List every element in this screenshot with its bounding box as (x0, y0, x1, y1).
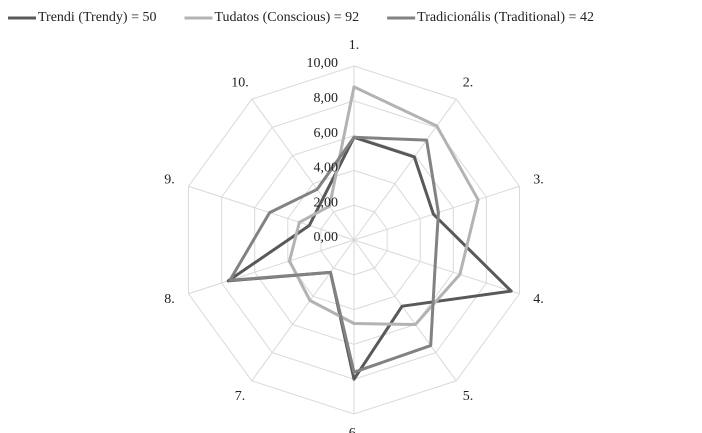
legend-label: Tradicionális (Traditional) = 42 (417, 10, 594, 25)
legend-item: Tradicionális (Traditional) = 42 (387, 10, 594, 25)
r-tick-label: 2,00 (314, 195, 339, 210)
spoke (188, 239, 355, 295)
r-tick-label: 4,00 (314, 161, 339, 176)
axis-label: 2. (463, 75, 474, 90)
axis-label: 7. (235, 389, 246, 404)
series-line (288, 85, 480, 326)
r-tick-label: 10,00 (307, 56, 339, 71)
legend-label: Trendi (Trendy) = 50 (38, 10, 156, 25)
axis-label: 9. (164, 172, 175, 187)
spoke (251, 98, 355, 241)
r-tick-label: 8,00 (314, 91, 339, 106)
spoke (353, 239, 520, 295)
axis-label: 6. (349, 426, 360, 433)
axis-label: 10. (231, 75, 249, 90)
axis-label: 5. (463, 389, 474, 404)
legend-item: Trendi (Trendy) = 50 (8, 10, 156, 25)
legend-label: Tudatos (Conscious) = 92 (214, 10, 359, 25)
series-line (226, 135, 513, 381)
axis-label: 1. (349, 38, 360, 53)
series-line (228, 135, 440, 374)
r-tick-label: 0,00 (314, 230, 339, 245)
axis-label: 4. (533, 292, 544, 307)
axis-label: 8. (164, 292, 175, 307)
r-tick-label: 6,00 (314, 126, 339, 141)
axis-label: 3. (533, 172, 544, 187)
spoke (251, 239, 355, 382)
spoke (353, 239, 457, 382)
legend-item: Tudatos (Conscious) = 92 (184, 10, 359, 25)
spoke (353, 185, 520, 241)
spoke (353, 98, 457, 241)
